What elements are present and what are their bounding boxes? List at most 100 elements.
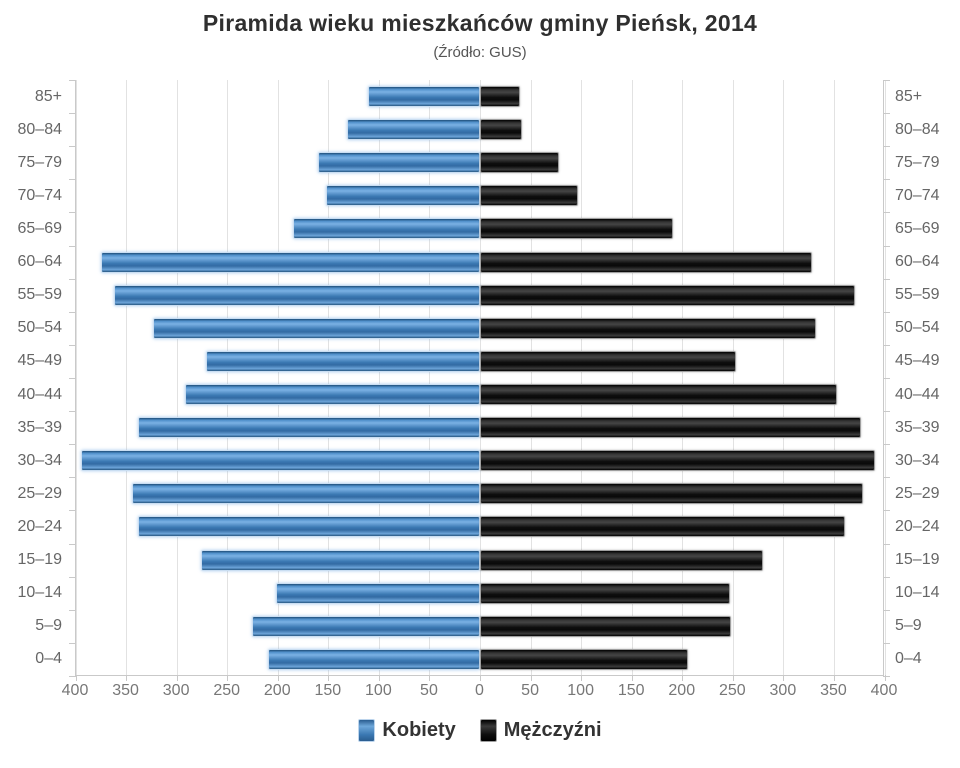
pyramid-row-30–34 bbox=[76, 444, 883, 477]
bar-mezczyzni-15–19 bbox=[479, 549, 763, 571]
x-axis-label-250-3: 250 bbox=[213, 682, 241, 699]
x-axis-label-0-8: 0 bbox=[475, 682, 484, 699]
bar-kobiety-5–9 bbox=[251, 615, 480, 637]
mezczyzni-swatch-icon bbox=[479, 719, 497, 742]
bar-kobiety-65–69 bbox=[293, 218, 480, 240]
bar-kobiety-40–44 bbox=[185, 384, 480, 406]
category-label-85+: 85+ bbox=[895, 87, 923, 105]
x-axis-tick bbox=[328, 675, 330, 681]
x-axis-tick bbox=[378, 675, 380, 681]
category-label-40–44: 40–44 bbox=[17, 385, 63, 403]
category-axis-tick bbox=[69, 279, 76, 280]
category-axis-tick bbox=[69, 179, 76, 180]
x-axis-tick bbox=[581, 675, 583, 681]
x-axis-tick bbox=[277, 675, 279, 681]
x-axis-tick bbox=[631, 675, 633, 681]
bar-mezczyzni-20–24 bbox=[479, 516, 845, 538]
bar-mezczyzni-60–64 bbox=[479, 251, 813, 273]
bar-kobiety-25–29 bbox=[131, 483, 480, 505]
category-axis-tick bbox=[69, 510, 76, 511]
bar-mezczyzni-65–69 bbox=[479, 218, 673, 240]
bar-kobiety-60–64 bbox=[101, 251, 480, 273]
bar-kobiety-70–74 bbox=[325, 185, 480, 207]
bar-mezczyzni-0–4 bbox=[479, 648, 688, 670]
gridline bbox=[429, 80, 431, 675]
x-axis-tick bbox=[480, 675, 481, 681]
left-category-axis: 85+ 80–84 75–79 70–74 65–69 60–64 55–59 50–54 45… bbox=[0, 80, 63, 676]
gridline bbox=[783, 80, 785, 675]
pyramid-row-15–19 bbox=[76, 544, 883, 577]
gridline bbox=[682, 80, 684, 675]
pyramid-row-85+ bbox=[76, 80, 883, 113]
category-label-40–44: 40–44 bbox=[895, 385, 940, 403]
category-axis-tick bbox=[69, 643, 76, 644]
pyramid-row-45–49 bbox=[76, 345, 883, 378]
category-label-80–84: 80–84 bbox=[17, 120, 63, 138]
bar-kobiety-15–19 bbox=[201, 549, 480, 571]
gridline bbox=[530, 80, 532, 675]
category-label-70–74: 70–74 bbox=[895, 186, 940, 204]
gridline bbox=[581, 80, 583, 675]
x-axis-tick bbox=[126, 675, 128, 681]
x-axis-label-50-9: 50 bbox=[521, 682, 539, 699]
bar-kobiety-80–84 bbox=[347, 119, 480, 141]
bar-kobiety-0–4 bbox=[268, 648, 480, 670]
x-axis-tick bbox=[732, 675, 734, 681]
gridline bbox=[631, 80, 633, 675]
legend-label-mezczyzni: Mężczyźni bbox=[503, 719, 602, 741]
bar-mezczyzni-40–44 bbox=[479, 384, 838, 406]
category-label-35–39: 35–39 bbox=[17, 418, 63, 436]
category-axis-tick bbox=[883, 477, 890, 478]
category-axis-tick bbox=[69, 113, 76, 114]
category-label-15–19: 15–19 bbox=[17, 551, 63, 569]
category-label-55–59: 55–59 bbox=[17, 286, 63, 304]
category-axis-tick bbox=[69, 577, 76, 578]
category-label-20–24: 20–24 bbox=[895, 517, 940, 535]
pyramid-row-0–4 bbox=[76, 643, 883, 676]
category-label-65–69: 65–69 bbox=[895, 219, 940, 237]
pyramid-row-55–59 bbox=[76, 279, 883, 312]
category-label-45–49: 45–49 bbox=[895, 352, 940, 370]
x-axis-label-400-0: 400 bbox=[61, 682, 89, 699]
value-axis: 400 350 300 250 200 150 100 50 0 50 100 150 200 250 30… bbox=[62, 682, 898, 702]
x-axis-label-350-1: 350 bbox=[112, 682, 139, 699]
gridline bbox=[277, 80, 279, 675]
category-axis-tick bbox=[883, 643, 890, 644]
bar-kobiety-75–79 bbox=[317, 152, 480, 174]
pyramid-row-25–29 bbox=[76, 477, 883, 510]
legend-item-kobiety: Kobiety bbox=[358, 719, 456, 742]
category-label-5–9: 5–9 bbox=[35, 617, 62, 635]
category-axis-tick bbox=[69, 246, 76, 247]
category-label-75–79: 75–79 bbox=[895, 153, 940, 171]
category-axis-tick bbox=[883, 411, 890, 412]
x-axis-tick bbox=[530, 675, 532, 681]
x-axis-label-300-2: 300 bbox=[162, 682, 190, 699]
category-label-5–9: 5–9 bbox=[895, 617, 922, 635]
pyramid-row-50–54 bbox=[76, 312, 883, 345]
category-label-50–54: 50–54 bbox=[895, 319, 940, 337]
x-axis-tick bbox=[833, 675, 835, 681]
x-axis-label-350-15: 350 bbox=[820, 682, 847, 699]
bar-mezczyzni-25–29 bbox=[479, 483, 863, 505]
bar-kobiety-50–54 bbox=[152, 317, 480, 339]
gridline bbox=[227, 80, 229, 675]
bar-kobiety-45–49 bbox=[206, 350, 480, 372]
category-label-60–64: 60–64 bbox=[895, 253, 940, 271]
x-axis-tick bbox=[783, 675, 785, 681]
chart-subtitle: (Źródło: GUS) bbox=[433, 44, 527, 61]
category-axis-tick bbox=[883, 444, 890, 445]
bar-kobiety-35–39 bbox=[137, 417, 480, 439]
pyramid-row-80–84 bbox=[76, 113, 883, 146]
category-axis-tick bbox=[69, 477, 76, 478]
bar-kobiety-10–14 bbox=[276, 582, 480, 604]
x-axis-label-150-11: 150 bbox=[617, 682, 645, 699]
x-axis-label-100-10: 100 bbox=[567, 682, 594, 699]
x-axis-tick bbox=[429, 675, 431, 681]
x-axis-tick bbox=[227, 675, 229, 681]
legend-item-mezczyzni: Mężczyźni bbox=[479, 719, 602, 742]
category-axis-tick bbox=[69, 80, 76, 81]
x-axis-label-200-12: 200 bbox=[668, 682, 696, 699]
right-category-axis: 85+ 80–84 75–79 70–74 65–69 60–64 55–59 50–54 45… bbox=[895, 80, 959, 676]
category-axis-tick bbox=[883, 279, 890, 280]
